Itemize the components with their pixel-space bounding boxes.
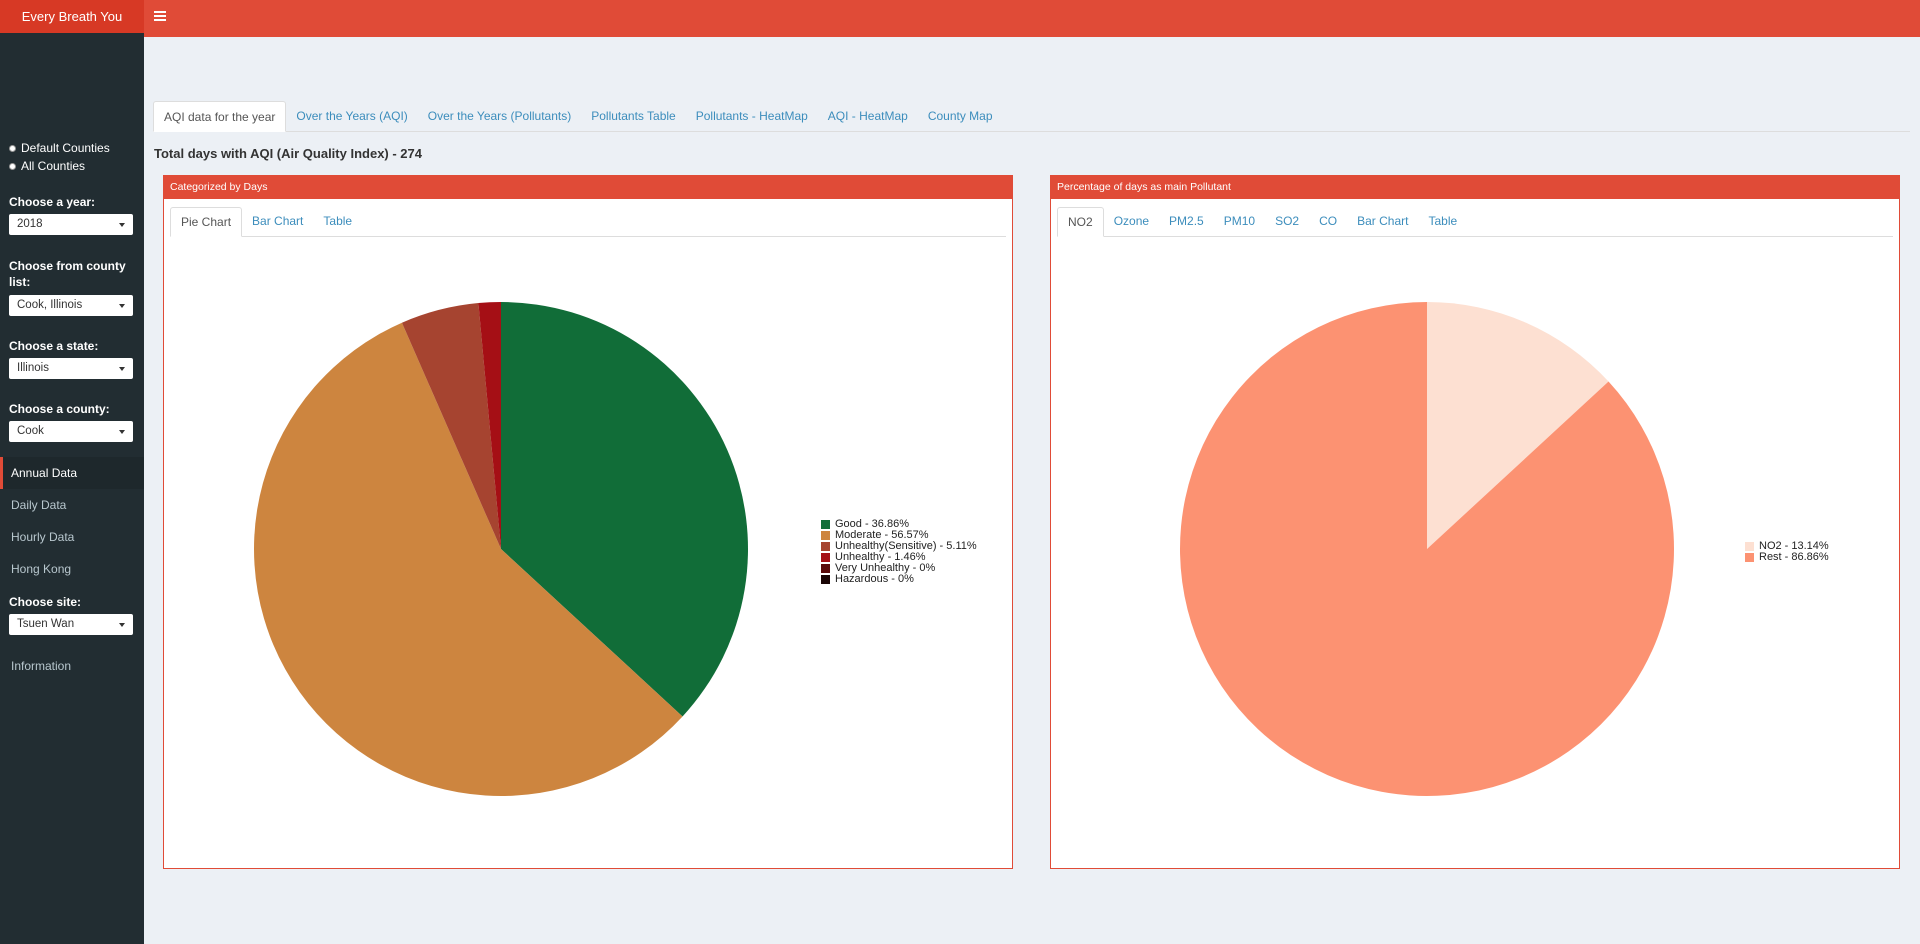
legend-label: NO2 - 13.14% xyxy=(1759,540,1829,552)
tab-county-map[interactable]: County Map xyxy=(927,109,993,123)
legend-item: Unhealthy(Sensitive) - 5.11% xyxy=(821,541,977,552)
legend-label: Good - 36.86% xyxy=(835,518,909,530)
box-right-tabs: NO2 Ozone PM2.5 PM10 SO2 CO Bar Chart Ta… xyxy=(1057,207,1893,237)
tab-aqi-heatmap[interactable]: AQI - HeatMap xyxy=(827,109,908,123)
year-select[interactable]: 2018 xyxy=(9,214,133,235)
tab-bar-chart[interactable]: Bar Chart xyxy=(1357,214,1409,228)
tab-co[interactable]: CO xyxy=(1319,214,1338,228)
radio-icon[interactable] xyxy=(9,144,16,152)
legend-swatch xyxy=(821,542,830,551)
site-select[interactable]: Tsuen Wan xyxy=(9,614,133,635)
box-left-tabs: Pie Chart Bar Chart Table xyxy=(170,207,1006,237)
legend-label: Rest - 86.86% xyxy=(1759,551,1829,563)
legend-item: Hazardous - 0% xyxy=(821,574,977,585)
main-tabs: AQI data for the year Over the Years (AQ… xyxy=(153,101,1910,132)
tab-pollutants-table[interactable]: Pollutants Table xyxy=(591,109,676,123)
legend-item: Unhealthy - 1.46% xyxy=(821,552,977,563)
menu-item-hong-kong[interactable]: Hong Kong xyxy=(11,562,72,576)
radio-icon[interactable] xyxy=(9,162,16,170)
site-label: Choose site: xyxy=(9,595,82,609)
box-categorized-by-days: Categorized by Days Pie Chart Bar Chart … xyxy=(163,175,1013,869)
tab-ozone[interactable]: Ozone xyxy=(1113,214,1150,228)
pie-slice-2[interactable] xyxy=(401,303,501,549)
box-title: Categorized by Days xyxy=(164,176,1012,199)
tab-pm10[interactable]: PM10 xyxy=(1223,214,1256,228)
legend-swatch xyxy=(821,553,830,562)
pie-slice-0[interactable] xyxy=(501,302,748,717)
sidebar-toggle-hamburger-icon[interactable] xyxy=(148,9,172,29)
county-select[interactable]: Cook xyxy=(9,421,133,442)
top-header: Every Breath You xyxy=(0,0,1920,37)
county-list-select-value: Cook, Illinois xyxy=(17,299,83,311)
tab-pie-chart[interactable]: Pie Chart xyxy=(170,207,243,237)
app-logo-title[interactable]: Every Breath You xyxy=(0,0,144,33)
tab-no2[interactable]: NO2 xyxy=(1057,207,1104,237)
no2-share-pie-chart xyxy=(1180,302,1674,796)
tab-table[interactable]: Table xyxy=(323,214,353,228)
tab-aqi-data-year[interactable]: AQI data for the year xyxy=(153,101,287,132)
legend-swatch xyxy=(821,564,830,573)
radio-all-counties[interactable]: All Counties xyxy=(9,159,85,173)
legend-item: Rest - 86.86% xyxy=(1745,552,1829,563)
radio-label: Default Counties xyxy=(21,141,110,155)
tab-so2[interactable]: SO2 xyxy=(1275,214,1300,228)
pie-slice-3[interactable] xyxy=(478,302,501,549)
legend-swatch xyxy=(821,531,830,540)
menu-item-hourly-data[interactable]: Hourly Data xyxy=(11,530,75,544)
tab-table[interactable]: Table xyxy=(1428,214,1458,228)
box-title: Percentage of days as main Pollutant xyxy=(1051,176,1899,199)
legend-item: NO2 - 13.14% xyxy=(1745,541,1829,552)
tab-over-years-pollutants[interactable]: Over the Years (Pollutants) xyxy=(427,109,572,123)
state-select[interactable]: Illinois xyxy=(9,358,133,379)
legend-swatch xyxy=(1745,542,1754,551)
legend-item: Moderate - 56.57% xyxy=(821,530,977,541)
legend-label: Very Unhealthy - 0% xyxy=(835,562,936,574)
year-select-value: 2018 xyxy=(17,218,43,230)
legend-label: Unhealthy - 1.46% xyxy=(835,551,926,563)
county-list-select[interactable]: Cook, Illinois xyxy=(9,295,133,316)
no2-share-legend: NO2 - 13.14% Rest - 86.86% xyxy=(1745,541,1829,563)
county-list-label: Choose from county list: xyxy=(9,259,126,289)
aqi-category-legend: Good - 36.86% Moderate - 56.57% Unhealthy(… xyxy=(821,519,977,585)
legend-swatch xyxy=(1745,553,1754,562)
sidebar: Default Counties All Counties Choose a y… xyxy=(0,33,144,944)
caret-down-icon xyxy=(119,430,125,434)
year-label: Choose a year: xyxy=(9,195,96,209)
box-main-pollutant: Percentage of days as main Pollutant NO2… xyxy=(1050,175,1900,869)
legend-swatch xyxy=(821,520,830,529)
state-label: Choose a state: xyxy=(9,339,99,353)
tab-over-years-aqi[interactable]: Over the Years (AQI) xyxy=(296,109,408,123)
menu-item-daily-data[interactable]: Daily Data xyxy=(11,498,67,512)
legend-swatch xyxy=(821,575,830,584)
caret-down-icon xyxy=(119,304,125,308)
tab-bar-chart[interactable]: Bar Chart xyxy=(252,214,304,228)
legend-item: Very Unhealthy - 0% xyxy=(821,563,977,574)
caret-down-icon xyxy=(119,623,125,627)
caret-down-icon xyxy=(119,223,125,227)
state-select-value: Illinois xyxy=(17,362,49,374)
caret-down-icon xyxy=(119,367,125,371)
county-label: Choose a county: xyxy=(9,402,110,416)
menu-item-annual-data[interactable]: Annual Data xyxy=(0,457,144,489)
legend-item: Good - 36.86% xyxy=(821,519,977,530)
site-select-value: Tsuen Wan xyxy=(17,618,75,630)
tab-pollutants-heatmap[interactable]: Pollutants - HeatMap xyxy=(695,109,808,123)
radio-label: All Counties xyxy=(21,159,86,173)
radio-default-counties[interactable]: Default Counties xyxy=(9,141,110,155)
total-days-heading: Total days with AQI (Air Quality Index) … xyxy=(154,146,422,161)
legend-label: Hazardous - 0% xyxy=(835,573,914,585)
pie-slice-1[interactable] xyxy=(254,322,683,796)
legend-label: Unhealthy(Sensitive) - 5.11% xyxy=(835,540,977,552)
tab-pm25[interactable]: PM2.5 xyxy=(1169,214,1204,228)
pie-slice-1[interactable] xyxy=(1180,302,1674,796)
pie-slice-0[interactable] xyxy=(1427,302,1609,549)
county-select-value: Cook xyxy=(17,425,44,437)
legend-label: Moderate - 56.57% xyxy=(835,529,929,541)
menu-item-information[interactable]: Information xyxy=(11,659,72,673)
aqi-category-pie-chart xyxy=(254,302,748,796)
